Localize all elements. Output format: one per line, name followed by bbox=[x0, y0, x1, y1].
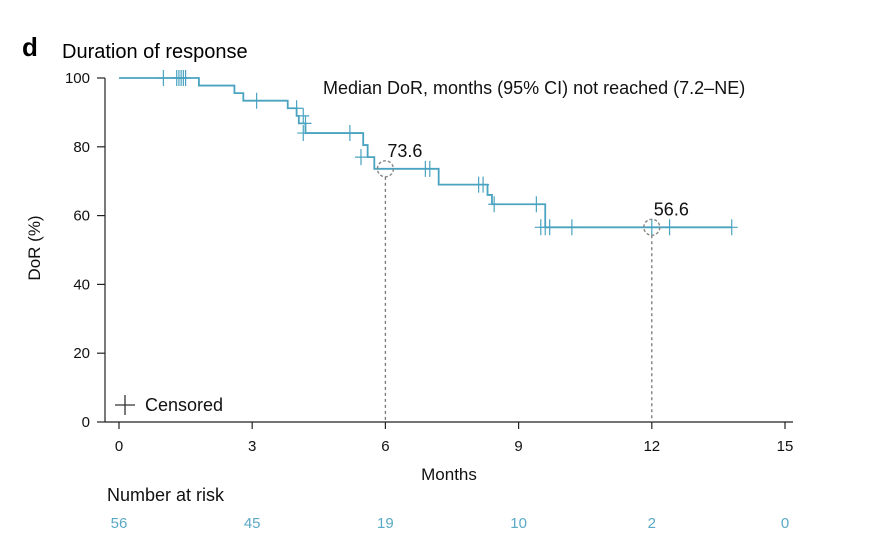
x-tick-label: 12 bbox=[643, 438, 660, 455]
risk-value: 0 bbox=[781, 515, 789, 532]
censor-mark bbox=[488, 196, 501, 213]
x-axis-label: Months bbox=[421, 465, 477, 484]
risk-value: 19 bbox=[377, 515, 394, 532]
x-tick-label: 9 bbox=[514, 438, 522, 455]
censor-mark bbox=[423, 160, 436, 177]
censor-mark bbox=[530, 196, 543, 213]
y-tick-label: 0 bbox=[82, 414, 90, 431]
censor-mark bbox=[179, 70, 192, 86]
censor-mark bbox=[343, 125, 356, 142]
censor-mark bbox=[663, 219, 676, 236]
censor-mark bbox=[565, 219, 578, 236]
x-tick-label: 0 bbox=[115, 438, 123, 455]
legend-censor-symbol bbox=[115, 395, 135, 415]
censor-mark bbox=[157, 70, 170, 86]
risk-value: 10 bbox=[510, 515, 527, 532]
panel-letter: d bbox=[22, 32, 38, 62]
y-axis-label: DoR (%) bbox=[25, 215, 44, 280]
censor-mark bbox=[250, 92, 263, 109]
y-tick-label: 80 bbox=[73, 139, 90, 156]
median-annotation: Median DoR, months (95% CI) not reached … bbox=[323, 78, 745, 98]
y-tick-label: 60 bbox=[73, 208, 90, 225]
censor-mark bbox=[290, 100, 303, 117]
risk-value: 2 bbox=[648, 515, 656, 532]
risk-table-title: Number at risk bbox=[107, 485, 225, 505]
y-tick-label: 20 bbox=[73, 345, 90, 362]
x-tick-label: 3 bbox=[248, 438, 256, 455]
censor-mark bbox=[645, 219, 658, 236]
censor-mark bbox=[297, 125, 310, 142]
highlight-circle bbox=[643, 218, 661, 236]
censor-mark bbox=[477, 176, 490, 193]
point-annotation-label: 56.6 bbox=[654, 199, 689, 219]
y-tick-label: 40 bbox=[73, 276, 90, 293]
censor-mark bbox=[297, 107, 310, 124]
censor-mark bbox=[543, 219, 556, 236]
point-annotation-label: 73.6 bbox=[387, 141, 422, 161]
survival-curve bbox=[119, 77, 732, 229]
risk-value: 45 bbox=[244, 515, 261, 532]
legend-label: Censored bbox=[145, 395, 223, 415]
risk-value: 56 bbox=[111, 515, 128, 532]
x-tick-label: 6 bbox=[381, 438, 389, 455]
y-tick-label: 100 bbox=[65, 70, 90, 87]
highlight-circle bbox=[376, 160, 395, 178]
censor-mark bbox=[299, 115, 312, 132]
censor-mark bbox=[725, 219, 738, 236]
chart-title: Duration of response bbox=[62, 41, 248, 63]
x-tick-label: 15 bbox=[777, 438, 794, 455]
censor-mark bbox=[354, 149, 367, 166]
